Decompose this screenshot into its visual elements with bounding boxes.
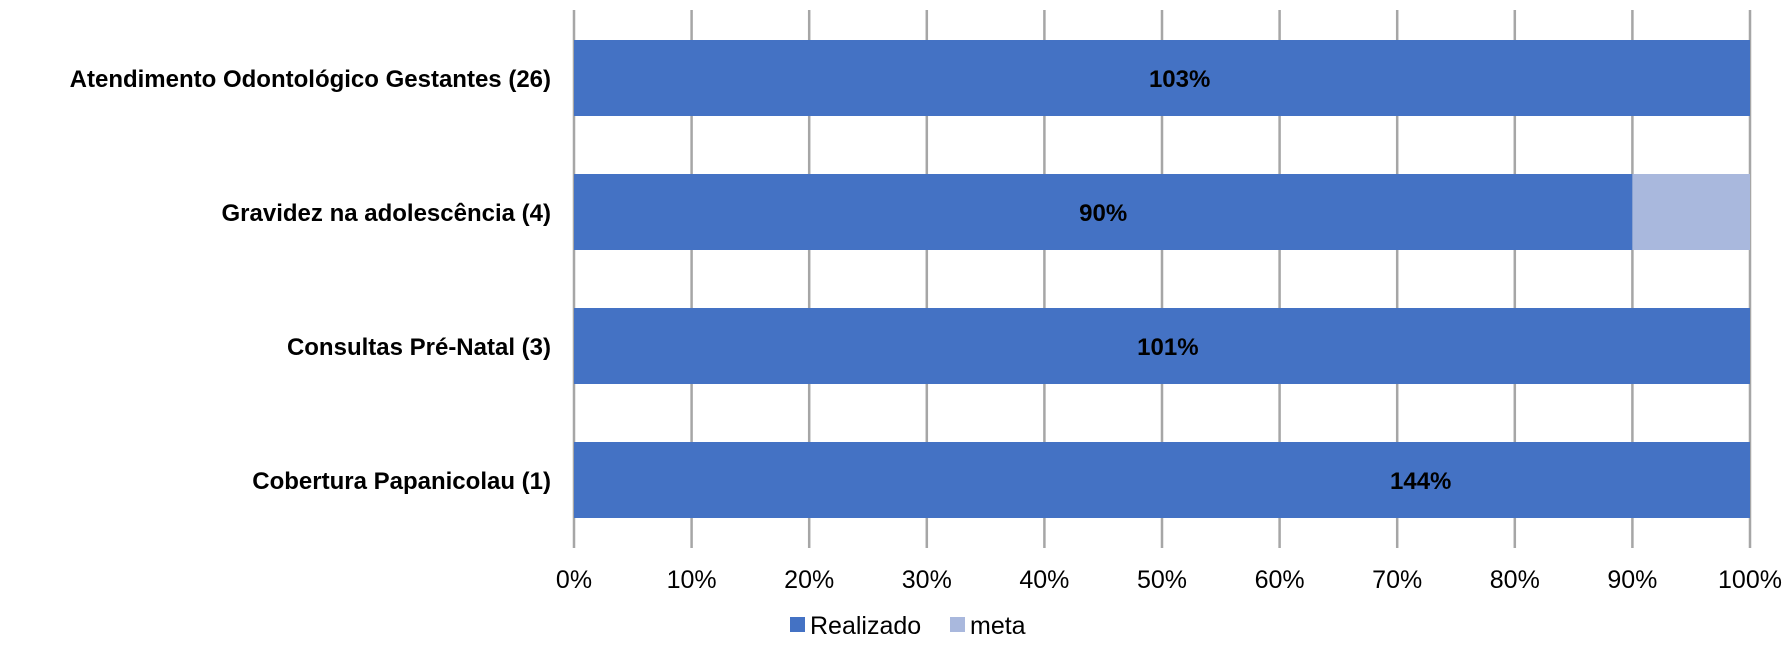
- data-label: 144%: [1390, 468, 1451, 495]
- data-label: 101%: [1137, 334, 1198, 361]
- category-label: Atendimento Odontológico Gestantes (26): [70, 66, 551, 93]
- category-label: Gravidez na adolescência (4): [222, 200, 551, 227]
- x-tick-label: 90%: [1607, 566, 1657, 594]
- legend-swatch: [950, 617, 965, 632]
- bar-realizado: [574, 174, 1633, 250]
- bar-meta: [1632, 174, 1750, 250]
- x-tick-label: 20%: [784, 566, 834, 594]
- x-tick-label: 0%: [556, 566, 592, 594]
- data-labels: 103% 90% 101% 144%: [1079, 66, 1451, 495]
- category-label: Cobertura Papanicolau (1): [252, 468, 551, 495]
- bar-realizado: [574, 308, 1750, 384]
- legend: Realizado meta: [790, 612, 1026, 640]
- bar-realizado: [574, 442, 1750, 518]
- x-tick-labels: 0% 10% 20% 30% 40% 50% 60% 70% 80% 90% 100%: [556, 566, 1782, 594]
- data-label: 103%: [1149, 66, 1210, 93]
- bar-realizado: [574, 40, 1750, 116]
- x-tick-label: 60%: [1255, 566, 1305, 594]
- x-tick-label: 100%: [1718, 566, 1782, 594]
- x-tick-label: 40%: [1019, 566, 1069, 594]
- legend-swatch: [790, 617, 805, 632]
- x-tick-label: 80%: [1490, 566, 1540, 594]
- x-tick-label: 70%: [1372, 566, 1422, 594]
- category-label: Consultas Pré-Natal (3): [287, 334, 551, 361]
- x-tick-label: 10%: [667, 566, 717, 594]
- category-labels: Atendimento Odontológico Gestantes (26) G…: [70, 66, 551, 495]
- legend-label: Realizado: [810, 612, 921, 640]
- bars: [574, 40, 1750, 518]
- x-tick-label: 50%: [1137, 566, 1187, 594]
- legend-label: meta: [970, 612, 1026, 640]
- x-tick-label: 30%: [902, 566, 952, 594]
- data-label: 90%: [1079, 200, 1127, 227]
